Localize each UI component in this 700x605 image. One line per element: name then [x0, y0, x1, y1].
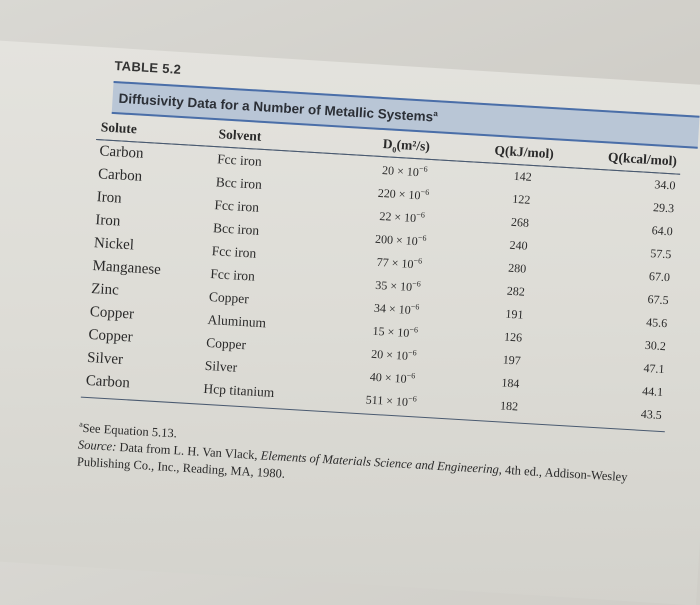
- d0-mantissa: 200 × 10: [374, 231, 419, 249]
- d0-mantissa: 77 × 10: [376, 255, 414, 272]
- d0-mantissa: 22 × 10: [379, 209, 417, 226]
- d0-mantissa: 15 × 10: [372, 323, 410, 341]
- cell-q-kcal: 43.5: [640, 407, 663, 423]
- d0-exponent: −6: [418, 164, 428, 174]
- d0-exponent: −6: [407, 394, 417, 404]
- d0-exponent: −6: [406, 371, 416, 381]
- d0-mantissa: 20 × 10: [370, 346, 409, 364]
- source-label: Source:: [77, 437, 117, 455]
- table-title: Diffusivity Data for a Number of Metalli…: [118, 90, 434, 125]
- d0-exponent: −6: [411, 279, 422, 289]
- d0-mantissa: 34 × 10: [373, 300, 412, 318]
- title-footnote-marker: a: [433, 108, 439, 119]
- d0-exponent: −6: [420, 187, 430, 198]
- d0-mantissa: 511 × 10: [365, 392, 409, 410]
- d0-exponent: −6: [409, 325, 419, 335]
- textbook-page: TABLE 5.2 Diffusivity Data for a Number …: [77, 58, 700, 506]
- header-d0-units: (m²/s): [396, 136, 431, 154]
- d0-exponent: −6: [407, 348, 417, 358]
- d0-mantissa: 20 × 10: [381, 163, 420, 180]
- d0-exponent: −6: [413, 256, 423, 266]
- d0-exponent: −6: [410, 302, 420, 312]
- table-block: TABLE 5.2 Diffusivity Data for a Number …: [77, 58, 700, 506]
- diffusivity-table: Solute Solvent D0(m²/s) Q(kJ/mol) Q(kcal…: [81, 116, 682, 428]
- table-footnotes: aSee Equation 5.13. Source: Data from L.…: [76, 416, 668, 506]
- d0-mantissa: 40 × 10: [369, 369, 408, 387]
- d0-exponent: −6: [416, 210, 426, 220]
- d0-exponent: −6: [417, 233, 427, 243]
- d0-mantissa: 220 × 10: [377, 186, 421, 203]
- d0-mantissa: 35 × 10: [374, 278, 413, 295]
